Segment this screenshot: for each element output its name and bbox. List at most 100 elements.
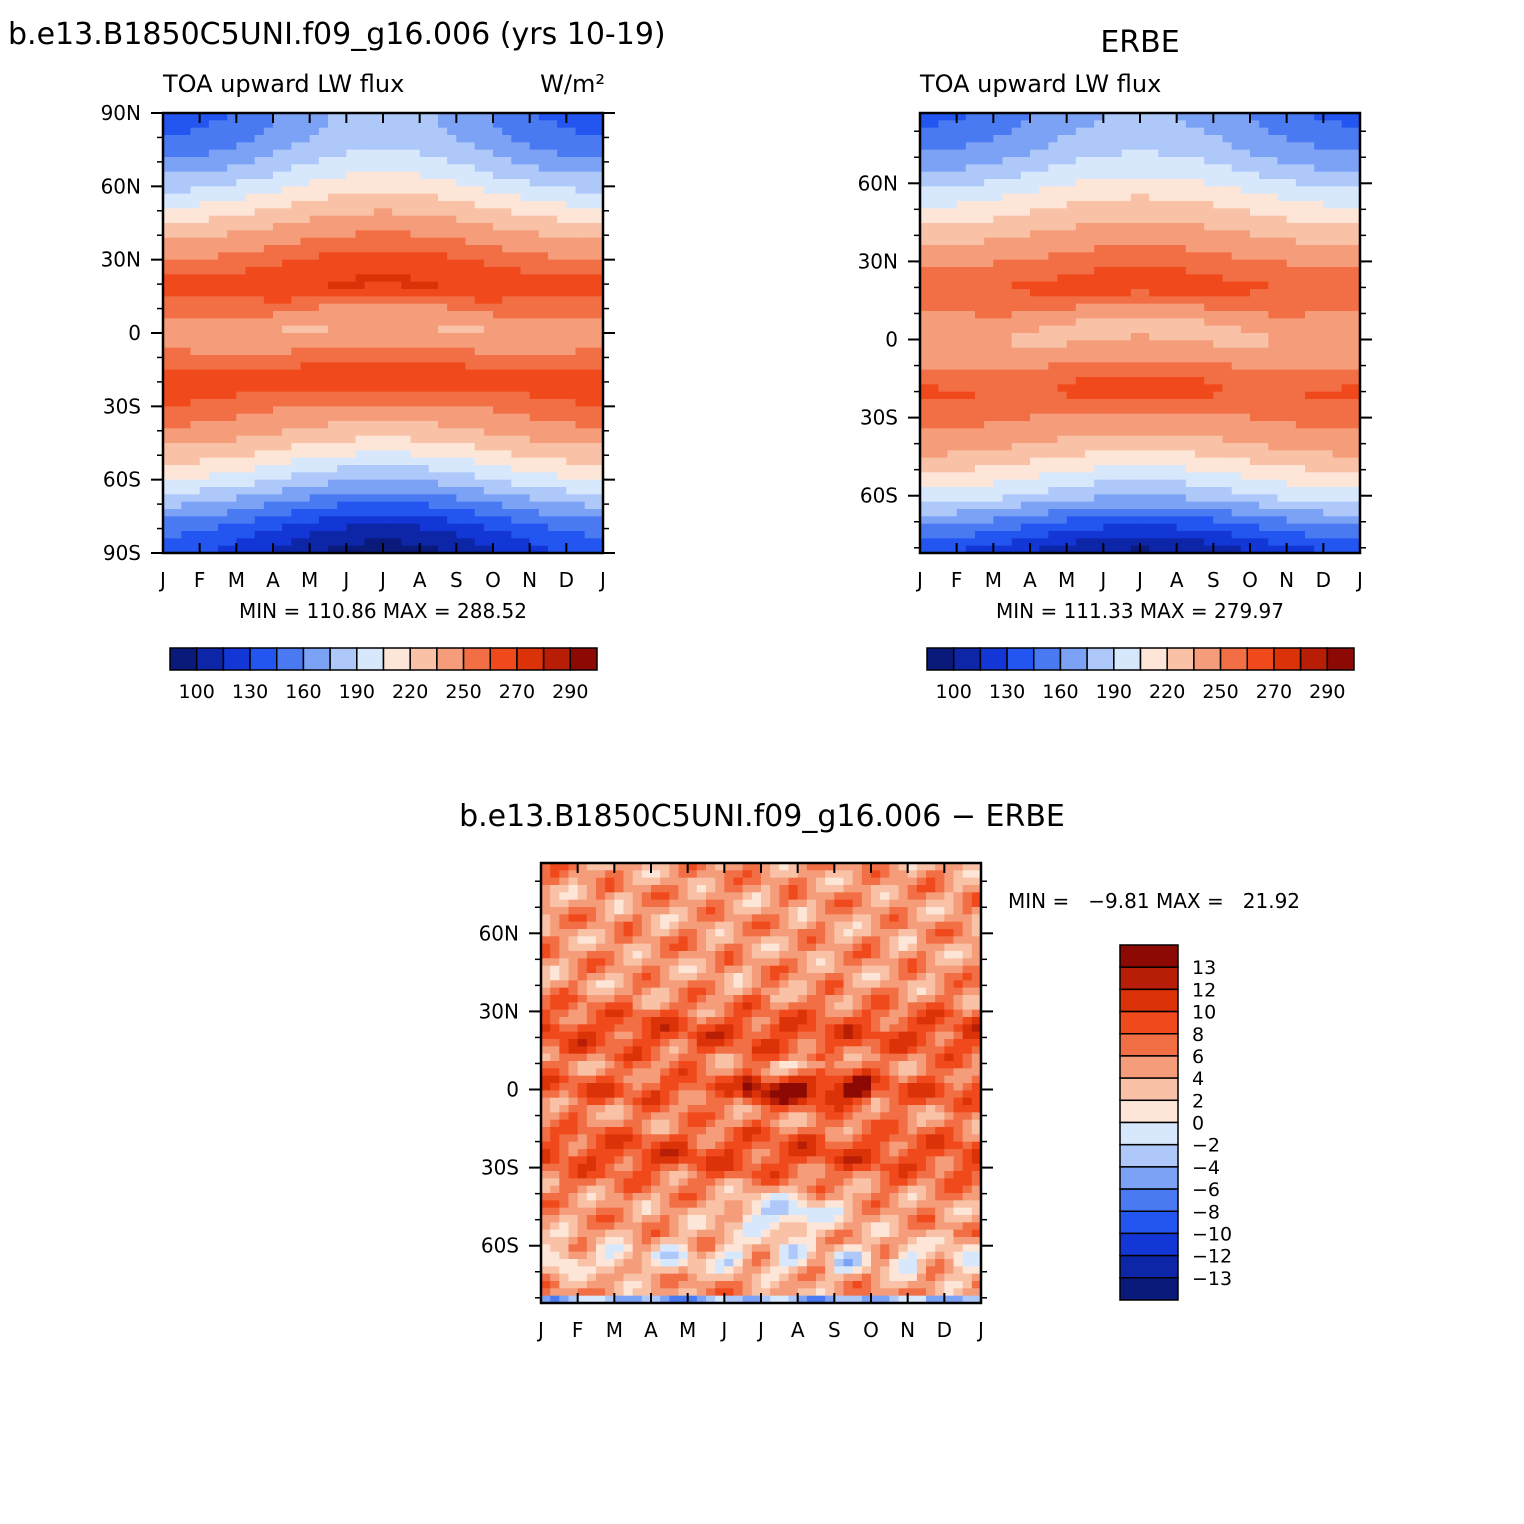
heatmap-cell	[965, 355, 976, 363]
heatmap-cell	[493, 406, 503, 415]
heatmap-cell	[1066, 157, 1077, 165]
heatmap-cell	[355, 318, 366, 327]
heatmap-cell	[566, 237, 577, 246]
heatmap-cell	[254, 384, 265, 393]
heatmap-cell	[1185, 201, 1196, 209]
heatmap-cell	[273, 377, 283, 385]
heatmap-cell	[282, 208, 292, 217]
heatmap-cell	[511, 164, 522, 173]
heatmap-cell	[938, 245, 949, 253]
heatmap-cell	[291, 391, 302, 400]
heatmap-cell	[1204, 303, 1214, 312]
heatmap-cell	[557, 347, 567, 356]
heatmap-cell	[1103, 325, 1114, 334]
heatmap-cell	[254, 237, 265, 246]
heatmap-cell	[965, 157, 976, 165]
heatmap-cell	[1295, 113, 1306, 121]
heatmap-cell	[337, 523, 347, 532]
heatmap-cell	[529, 501, 540, 510]
heatmap-cell	[593, 325, 604, 334]
heatmap-cell	[947, 413, 958, 422]
heatmap-cell	[263, 413, 274, 422]
heatmap-cell	[1103, 267, 1114, 275]
heatmap-cell	[218, 208, 228, 217]
heatmap-cell	[282, 472, 292, 481]
heatmap-cell	[1305, 193, 1315, 202]
heatmap-cell	[428, 399, 439, 407]
heatmap-cell	[920, 325, 930, 334]
heatmap-cell	[483, 457, 494, 466]
heatmap-cell	[236, 267, 247, 275]
heatmap-cell	[401, 406, 412, 415]
heatmap-cell	[1305, 120, 1315, 129]
heatmap-cell	[566, 457, 577, 466]
heatmap-cell	[993, 259, 1004, 268]
heatmap-cell	[447, 523, 457, 532]
heatmap-cell	[1250, 311, 1260, 319]
heatmap-cell	[1002, 406, 1013, 415]
heatmap-cell	[529, 223, 540, 231]
heatmap-cell	[300, 545, 311, 554]
heatmap-cell	[208, 340, 219, 349]
heatmap-cell	[529, 472, 540, 481]
heatmap-cell	[575, 406, 586, 415]
heatmap-cell	[1048, 179, 1059, 187]
heatmap-cell	[309, 545, 320, 554]
heatmap-cell	[1240, 252, 1251, 261]
heatmap-cell	[428, 127, 439, 136]
colorbar-box	[489, 647, 518, 671]
heatmap-cell	[584, 259, 595, 268]
heatmap-cell	[548, 208, 558, 217]
heatmap-cell	[511, 450, 522, 459]
heatmap-cell	[993, 289, 1004, 297]
heatmap-cell	[318, 325, 329, 334]
heatmap-cell	[529, 377, 540, 385]
heatmap-cell	[1259, 311, 1269, 319]
heatmap-cell	[355, 340, 366, 349]
heatmap-cell	[447, 472, 457, 481]
heatmap-cell	[938, 186, 949, 195]
heatmap-cell	[984, 333, 994, 341]
heatmap-cell	[1149, 186, 1159, 195]
heatmap-cell	[593, 355, 604, 363]
heatmap-cell	[392, 333, 402, 341]
heatmap-cell	[190, 120, 201, 129]
heatmap-cell	[328, 428, 338, 437]
heatmap-cell	[1167, 135, 1178, 143]
heatmap-cell	[1176, 208, 1187, 217]
heatmap-cell	[392, 457, 402, 466]
heatmap-cell	[584, 406, 595, 415]
heatmap-cell	[557, 215, 567, 224]
heatmap-cell	[373, 318, 384, 327]
heatmap-cell	[965, 391, 976, 400]
heatmap-cell	[1295, 369, 1306, 378]
heatmap-cell	[520, 406, 531, 415]
heatmap-cell	[218, 545, 228, 554]
heatmap-cell	[346, 318, 357, 327]
heatmap-cell	[1314, 113, 1324, 121]
heatmap-cell	[364, 457, 375, 466]
heatmap-cell	[593, 487, 604, 495]
heatmap-cell	[300, 208, 311, 217]
heatmap-cell	[1002, 135, 1013, 143]
heatmap-cell	[346, 501, 357, 510]
heatmap-cell	[1231, 120, 1242, 129]
heatmap-cell	[273, 179, 283, 187]
heatmap-cell	[181, 406, 192, 415]
heatmap-cell	[401, 523, 412, 532]
heatmap-cell	[1286, 120, 1297, 129]
heatmap-cell	[956, 142, 967, 151]
heatmap-cell	[328, 303, 338, 312]
heatmap-cell	[1112, 259, 1123, 268]
heatmap-cell	[355, 281, 366, 290]
heatmap-cell	[1020, 303, 1031, 312]
heatmap-cell	[318, 340, 329, 349]
heatmap-cell	[208, 230, 219, 239]
heatmap-cell	[1268, 179, 1279, 187]
heatmap-cell	[328, 149, 338, 158]
heatmap-cell	[392, 443, 402, 451]
heatmap-cell	[1222, 120, 1233, 129]
heatmap-cell	[984, 303, 994, 312]
heatmap-cell	[1103, 237, 1114, 246]
heatmap-cell	[984, 391, 994, 400]
